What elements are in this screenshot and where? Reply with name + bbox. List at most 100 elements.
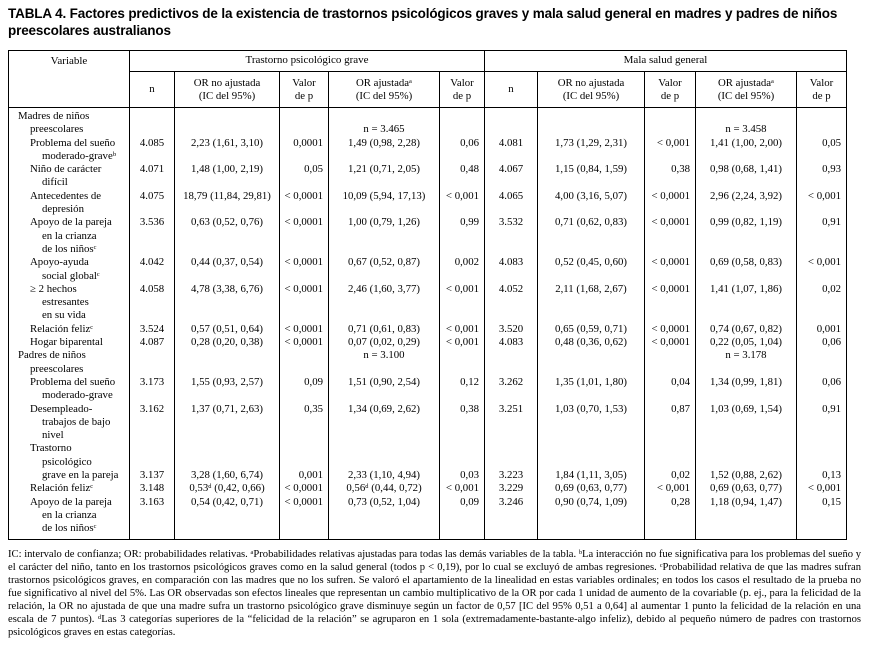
- cell: 3.536: [129, 216, 175, 257]
- table-row: Apoyo de la pareja en la crianza de los ni…: [9, 216, 847, 257]
- table-row: ≥ 2 hechos estresantes en su vida 4.058 4,78…: [9, 282, 847, 323]
- variable-label: Niño de carácter difícil: [30, 163, 102, 189]
- cell: 1,41 (1,07, 1,86): [695, 282, 797, 323]
- variable-label: Hogar biparental: [30, 336, 103, 349]
- cell: 0,03: [439, 442, 485, 483]
- subheader-tpg-2: Valor de p: [279, 71, 329, 108]
- variable-label: Trastorno psicológico grave en la pareja: [30, 442, 119, 482]
- table-row: Problema del sueño moderado-grave 3.173 1,5…: [9, 375, 847, 403]
- cell: 0,67 (0,52, 0,87): [328, 256, 440, 283]
- cell: 3.251: [484, 402, 538, 443]
- cell: < 0,001: [644, 482, 696, 496]
- subheader-tpg-0: n: [129, 71, 175, 108]
- cell: 1,41 (1,00, 2,00): [695, 136, 797, 164]
- cell: 0,15: [796, 495, 847, 539]
- cell: 4.081: [484, 136, 538, 164]
- cell: 0,90 (0,74, 1,09): [537, 495, 645, 539]
- cell: 3.163: [129, 495, 175, 539]
- cell: [174, 107, 280, 137]
- cell: 2,23 (1,61, 3,10): [174, 136, 280, 164]
- variable-label: Relación felizᶜ: [30, 322, 94, 335]
- cell: 0,69 (0,63, 0,77): [537, 482, 645, 496]
- section-row: Madres de niños preescolares n = 3.465 n = …: [9, 107, 847, 137]
- cell: 10,09 (5,94, 17,13): [328, 189, 440, 217]
- table-row: Apoyo de la pareja en la crianza de los ni…: [9, 495, 847, 539]
- subheader-msg-2: Valor de p: [644, 71, 696, 108]
- cell: [484, 107, 538, 137]
- table-row: Apoyo-ayuda social globalᶜ 4.042 0,44 (0,37…: [9, 256, 847, 283]
- cell: < 0,0001: [279, 482, 329, 496]
- variable-label: Apoyo de la pareja en la crianza de los ni…: [30, 495, 112, 535]
- cell: < 0,001: [644, 136, 696, 164]
- cell: 0,22 (0,05, 1,04): [695, 336, 797, 350]
- cell: 2,46 (1,60, 3,77): [328, 282, 440, 323]
- cell: 0,69 (0,63, 0,77): [695, 482, 797, 496]
- subheader-msg-4: Valor de p: [796, 71, 847, 108]
- cell: 0,02: [796, 282, 847, 323]
- cell: 3,28 (1,60, 6,74): [174, 442, 280, 483]
- table-row: Hogar biparental 4.087 0,28 (0,20, 0,38) < …: [9, 336, 847, 350]
- variable-label: Apoyo de la pareja en la crianza de los ni…: [30, 216, 112, 255]
- cell: 0,71 (0,62, 0,83): [537, 216, 645, 257]
- table-row: Trastorno psicológico grave en la pareja 3.…: [9, 442, 847, 483]
- subheader-row: n OR no ajustada (IC del 95%) Valor de p OR a…: [9, 71, 847, 108]
- cell: 1,03 (0,69, 1,54): [695, 402, 797, 443]
- cell: 0,99: [439, 216, 485, 257]
- cell: < 0,0001: [644, 322, 696, 337]
- cell: 1,18 (0,94, 1,47): [695, 495, 797, 539]
- group-header-mala-salud: Mala salud general: [484, 50, 847, 72]
- cell: 4.083: [484, 336, 538, 350]
- cell: [279, 107, 329, 137]
- cell: 0,38: [439, 402, 485, 443]
- cell: 0,09: [439, 495, 485, 539]
- cell: < 0,001: [796, 482, 847, 496]
- cell: 0,06: [796, 336, 847, 350]
- cell: 0,53ᵈ (0,42, 0,66): [174, 482, 280, 496]
- cell: 0,13: [796, 442, 847, 483]
- cell: 18,79 (11,84, 29,81): [174, 189, 280, 217]
- cell: [484, 349, 538, 376]
- table-title: TABLA 4. Factores predictivos de la exis…: [8, 6, 838, 38]
- cell: 1,49 (0,98, 2,28): [328, 136, 440, 164]
- variable-label: Antecedentes de depresión: [30, 189, 102, 216]
- cell: [174, 349, 280, 376]
- cell: < 0,001: [439, 322, 485, 337]
- table-row: Desempleado-trabajos de bajo nivel 3.162 1,…: [9, 402, 847, 443]
- cell: < 0,0001: [279, 322, 329, 337]
- cell: 1,84 (1,11, 3,05): [537, 442, 645, 483]
- cell: 1,21 (0,71, 2,05): [328, 163, 440, 190]
- cell: 0,91: [796, 402, 847, 443]
- cell: 3.262: [484, 375, 538, 403]
- subheader-msg-0: n: [484, 71, 538, 108]
- cell: 0,28: [644, 495, 696, 539]
- cell: 0,87: [644, 402, 696, 443]
- variable-label: Problema del sueño moderado-graveᵇ: [30, 136, 117, 162]
- cell: [279, 349, 329, 376]
- data-table: Variable Trastorno psicológico grave Mal…: [8, 50, 847, 540]
- variable-column-header: Variable: [8, 50, 130, 108]
- cell: 0,001: [796, 322, 847, 337]
- cell: < 0,0001: [279, 495, 329, 539]
- cell: 3.524: [129, 322, 175, 337]
- cell: [644, 107, 696, 137]
- table-row: Antecedentes de depresión 4.075 18,79 (11,8…: [9, 189, 847, 217]
- cell: 0,48: [439, 163, 485, 190]
- cell: 4.075: [129, 189, 175, 217]
- subheader-msg-1: OR no ajustada (IC del 95%): [537, 71, 645, 108]
- cell: 4.087: [129, 336, 175, 350]
- table-body: Madres de niños preescolares n = 3.465 n = …: [9, 107, 847, 539]
- cell: 1,15 (0,84, 1,59): [537, 163, 645, 190]
- cell: 0,35: [279, 402, 329, 443]
- variable-label: Relación felizᶜ: [30, 482, 94, 495]
- cell: [439, 349, 485, 376]
- subheader-tpg-3: OR ajustadaᵃ (IC del 95%): [328, 71, 440, 108]
- cell: 0,99 (0,82, 1,19): [695, 216, 797, 257]
- subheader-tpg-1: OR no ajustada (IC del 95%): [174, 71, 280, 108]
- cell: 3.520: [484, 322, 538, 337]
- cell: 3.229: [484, 482, 538, 496]
- cell: 0,44 (0,37, 0,54): [174, 256, 280, 283]
- cell: 3.162: [129, 402, 175, 443]
- cell: 1,51 (0,90, 2,54): [328, 375, 440, 403]
- cell: 0,0001: [279, 136, 329, 164]
